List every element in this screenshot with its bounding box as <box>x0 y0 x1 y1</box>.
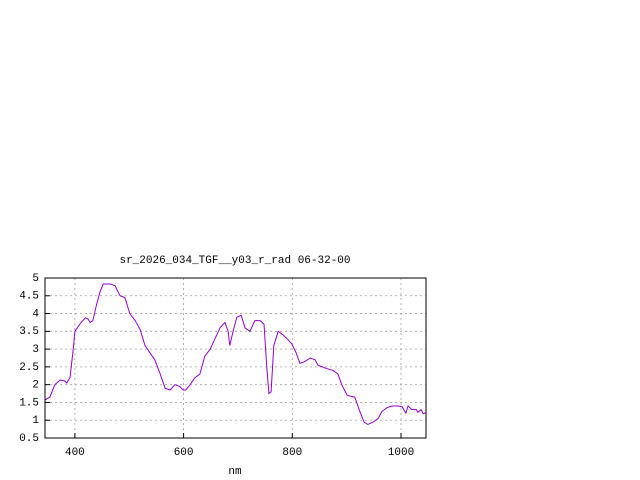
chart-title: sr_2026_034_TGF__y03_r_rad 06-32-00 <box>119 255 350 267</box>
y-tick-label: 1.5 <box>19 397 39 409</box>
x-tick-label: 1000 <box>388 447 414 459</box>
y-tick-label: 3 <box>32 344 39 356</box>
y-tick-label: 3.5 <box>19 326 39 338</box>
y-tick-label: 4 <box>32 308 39 320</box>
x-axis-label: nm <box>228 466 242 478</box>
y-tick-label: 2 <box>32 380 39 392</box>
plot-border <box>44 277 427 439</box>
y-tick-label: 0.5 <box>19 433 39 445</box>
x-tick-label: 800 <box>282 447 302 459</box>
data-line <box>44 283 427 426</box>
y-tick-label: 2.5 <box>19 362 39 374</box>
y-tick-label: 4.5 <box>19 291 39 303</box>
x-tick-label: 600 <box>174 447 194 459</box>
y-tick-label: 5 <box>32 273 39 285</box>
y-tick-label: 1 <box>32 415 39 427</box>
x-tick-label: 400 <box>65 447 85 459</box>
